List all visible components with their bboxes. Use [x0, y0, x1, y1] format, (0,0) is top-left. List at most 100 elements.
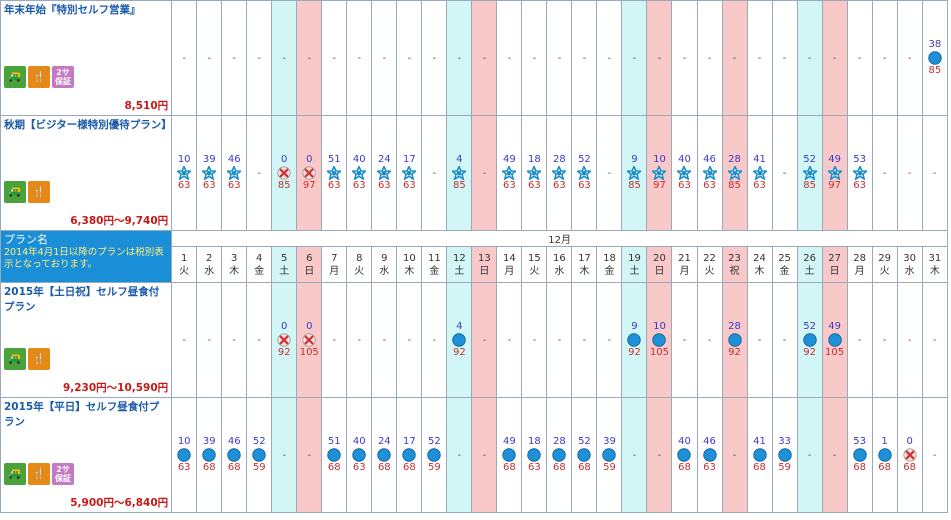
- available-circle-icon[interactable]: [928, 51, 942, 65]
- day-cell[interactable]: 40 63: [346, 397, 373, 513]
- day-cell[interactable]: 4 92: [446, 282, 473, 398]
- day-cell[interactable]: 40 63: [671, 115, 698, 231]
- plan-name-link[interactable]: 秋期【ビジター様特別優待プラン】: [4, 119, 172, 131]
- day-cell[interactable]: 9 85: [621, 115, 648, 231]
- star-icon[interactable]: [352, 166, 367, 180]
- star-icon[interactable]: [452, 166, 467, 180]
- available-circle-icon[interactable]: [452, 333, 467, 347]
- day-cell[interactable]: 33 59: [771, 397, 798, 513]
- available-circle-icon[interactable]: [527, 448, 542, 462]
- day-cell[interactable]: 46 63: [696, 115, 723, 231]
- available-circle-icon[interactable]: [502, 448, 517, 462]
- day-cell[interactable]: 17 63: [396, 115, 423, 231]
- available-circle-icon[interactable]: [227, 448, 241, 462]
- day-cell[interactable]: 40 63: [346, 115, 373, 231]
- day-cell[interactable]: 18 63: [521, 397, 548, 513]
- star-icon[interactable]: [852, 166, 867, 180]
- day-cell[interactable]: 52 59: [246, 397, 273, 513]
- day-cell[interactable]: 53 63: [846, 115, 873, 231]
- star-icon[interactable]: [227, 166, 242, 180]
- star-icon[interactable]: [177, 166, 192, 180]
- day-cell[interactable]: 46 68: [221, 397, 248, 513]
- star-icon[interactable]: [402, 166, 417, 180]
- day-cell[interactable]: 24 63: [371, 115, 398, 231]
- available-circle-icon[interactable]: [202, 448, 216, 462]
- day-cell[interactable]: 24 68: [371, 397, 398, 513]
- day-cell[interactable]: 46 63: [221, 115, 248, 231]
- day-cell[interactable]: 51 68: [321, 397, 348, 513]
- day-cell[interactable]: 46 63: [696, 397, 723, 513]
- day-cell[interactable]: 52 63: [571, 115, 598, 231]
- available-circle-icon[interactable]: [877, 448, 892, 462]
- plan-name-link[interactable]: 年末年始『特別セルフ営業』: [4, 4, 141, 16]
- star-icon[interactable]: [527, 166, 542, 180]
- day-cell[interactable]: 40 68: [671, 397, 698, 513]
- available-circle-icon[interactable]: [777, 448, 792, 462]
- available-circle-icon[interactable]: [752, 448, 767, 462]
- available-circle-icon[interactable]: [802, 333, 817, 347]
- available-circle-icon[interactable]: [652, 333, 667, 347]
- plan-name-link[interactable]: 2015年【平日】セルフ昼食付プラン: [4, 401, 160, 428]
- day-cell[interactable]: 39 68: [196, 397, 223, 513]
- day-cell[interactable]: 10 97: [646, 115, 673, 231]
- day-cell[interactable]: 49 63: [496, 115, 523, 231]
- day-cell[interactable]: 41 63: [746, 115, 773, 231]
- day-cell[interactable]: 4 85: [446, 115, 473, 231]
- star-icon[interactable]: [202, 166, 217, 180]
- available-circle-icon[interactable]: [852, 448, 867, 462]
- available-circle-icon[interactable]: [252, 448, 266, 462]
- day-cell[interactable]: 49 68: [496, 397, 523, 513]
- available-circle-icon[interactable]: [327, 448, 341, 462]
- day-cell[interactable]: 1 68: [871, 397, 898, 513]
- star-icon[interactable]: [752, 166, 767, 180]
- day-cell[interactable]: 28 63: [546, 115, 573, 231]
- available-circle-icon[interactable]: [727, 333, 742, 347]
- available-circle-icon[interactable]: [352, 448, 366, 462]
- star-icon[interactable]: [377, 166, 392, 180]
- available-circle-icon[interactable]: [427, 448, 442, 462]
- star-icon[interactable]: [827, 166, 842, 180]
- star-icon[interactable]: [802, 166, 817, 180]
- day-cell[interactable]: 18 63: [521, 115, 548, 231]
- available-circle-icon[interactable]: [827, 333, 842, 347]
- day-cell[interactable]: 53 68: [846, 397, 873, 513]
- day-cell[interactable]: 17 68: [396, 397, 423, 513]
- day-cell[interactable]: 38 85: [921, 0, 949, 116]
- star-icon[interactable]: [727, 166, 742, 180]
- available-circle-icon[interactable]: [577, 448, 592, 462]
- available-circle-icon[interactable]: [627, 333, 642, 347]
- day-cell[interactable]: 39 63: [196, 115, 223, 231]
- available-circle-icon[interactable]: [677, 448, 692, 462]
- day-cell[interactable]: 10 63: [171, 115, 198, 231]
- star-icon[interactable]: [577, 166, 592, 180]
- day-cell[interactable]: 28 92: [721, 282, 748, 398]
- star-icon[interactable]: [677, 166, 692, 180]
- plan-name-link[interactable]: 2015年【土日祝】セルフ昼食付プラン: [4, 286, 160, 313]
- star-icon[interactable]: [627, 166, 642, 180]
- star-icon[interactable]: [502, 166, 517, 180]
- day-cell[interactable]: 51 63: [321, 115, 348, 231]
- day-cell[interactable]: 10 63: [171, 397, 198, 513]
- available-circle-icon[interactable]: [377, 448, 391, 462]
- day-cell[interactable]: 49 105: [821, 282, 848, 398]
- day-cell[interactable]: 49 97: [821, 115, 848, 231]
- day-cell[interactable]: 52 85: [796, 115, 823, 231]
- available-circle-icon[interactable]: [552, 448, 567, 462]
- day-cell[interactable]: 28 68: [546, 397, 573, 513]
- available-circle-icon[interactable]: [702, 448, 717, 462]
- day-cell[interactable]: 39 59: [596, 397, 623, 513]
- available-circle-icon[interactable]: [602, 448, 617, 462]
- star-icon[interactable]: [652, 166, 667, 180]
- day-cell[interactable]: 10 105: [646, 282, 673, 398]
- available-circle-icon[interactable]: [402, 448, 417, 462]
- day-cell[interactable]: 52 59: [421, 397, 448, 513]
- day-cell[interactable]: 9 92: [621, 282, 648, 398]
- day-cell[interactable]: 41 68: [746, 397, 773, 513]
- star-icon[interactable]: [552, 166, 567, 180]
- star-icon[interactable]: [702, 166, 717, 180]
- star-icon[interactable]: [327, 166, 342, 180]
- day-cell[interactable]: 28 85: [721, 115, 748, 231]
- day-cell[interactable]: 52 68: [571, 397, 598, 513]
- available-circle-icon[interactable]: [177, 448, 191, 462]
- day-cell[interactable]: 52 92: [796, 282, 823, 398]
